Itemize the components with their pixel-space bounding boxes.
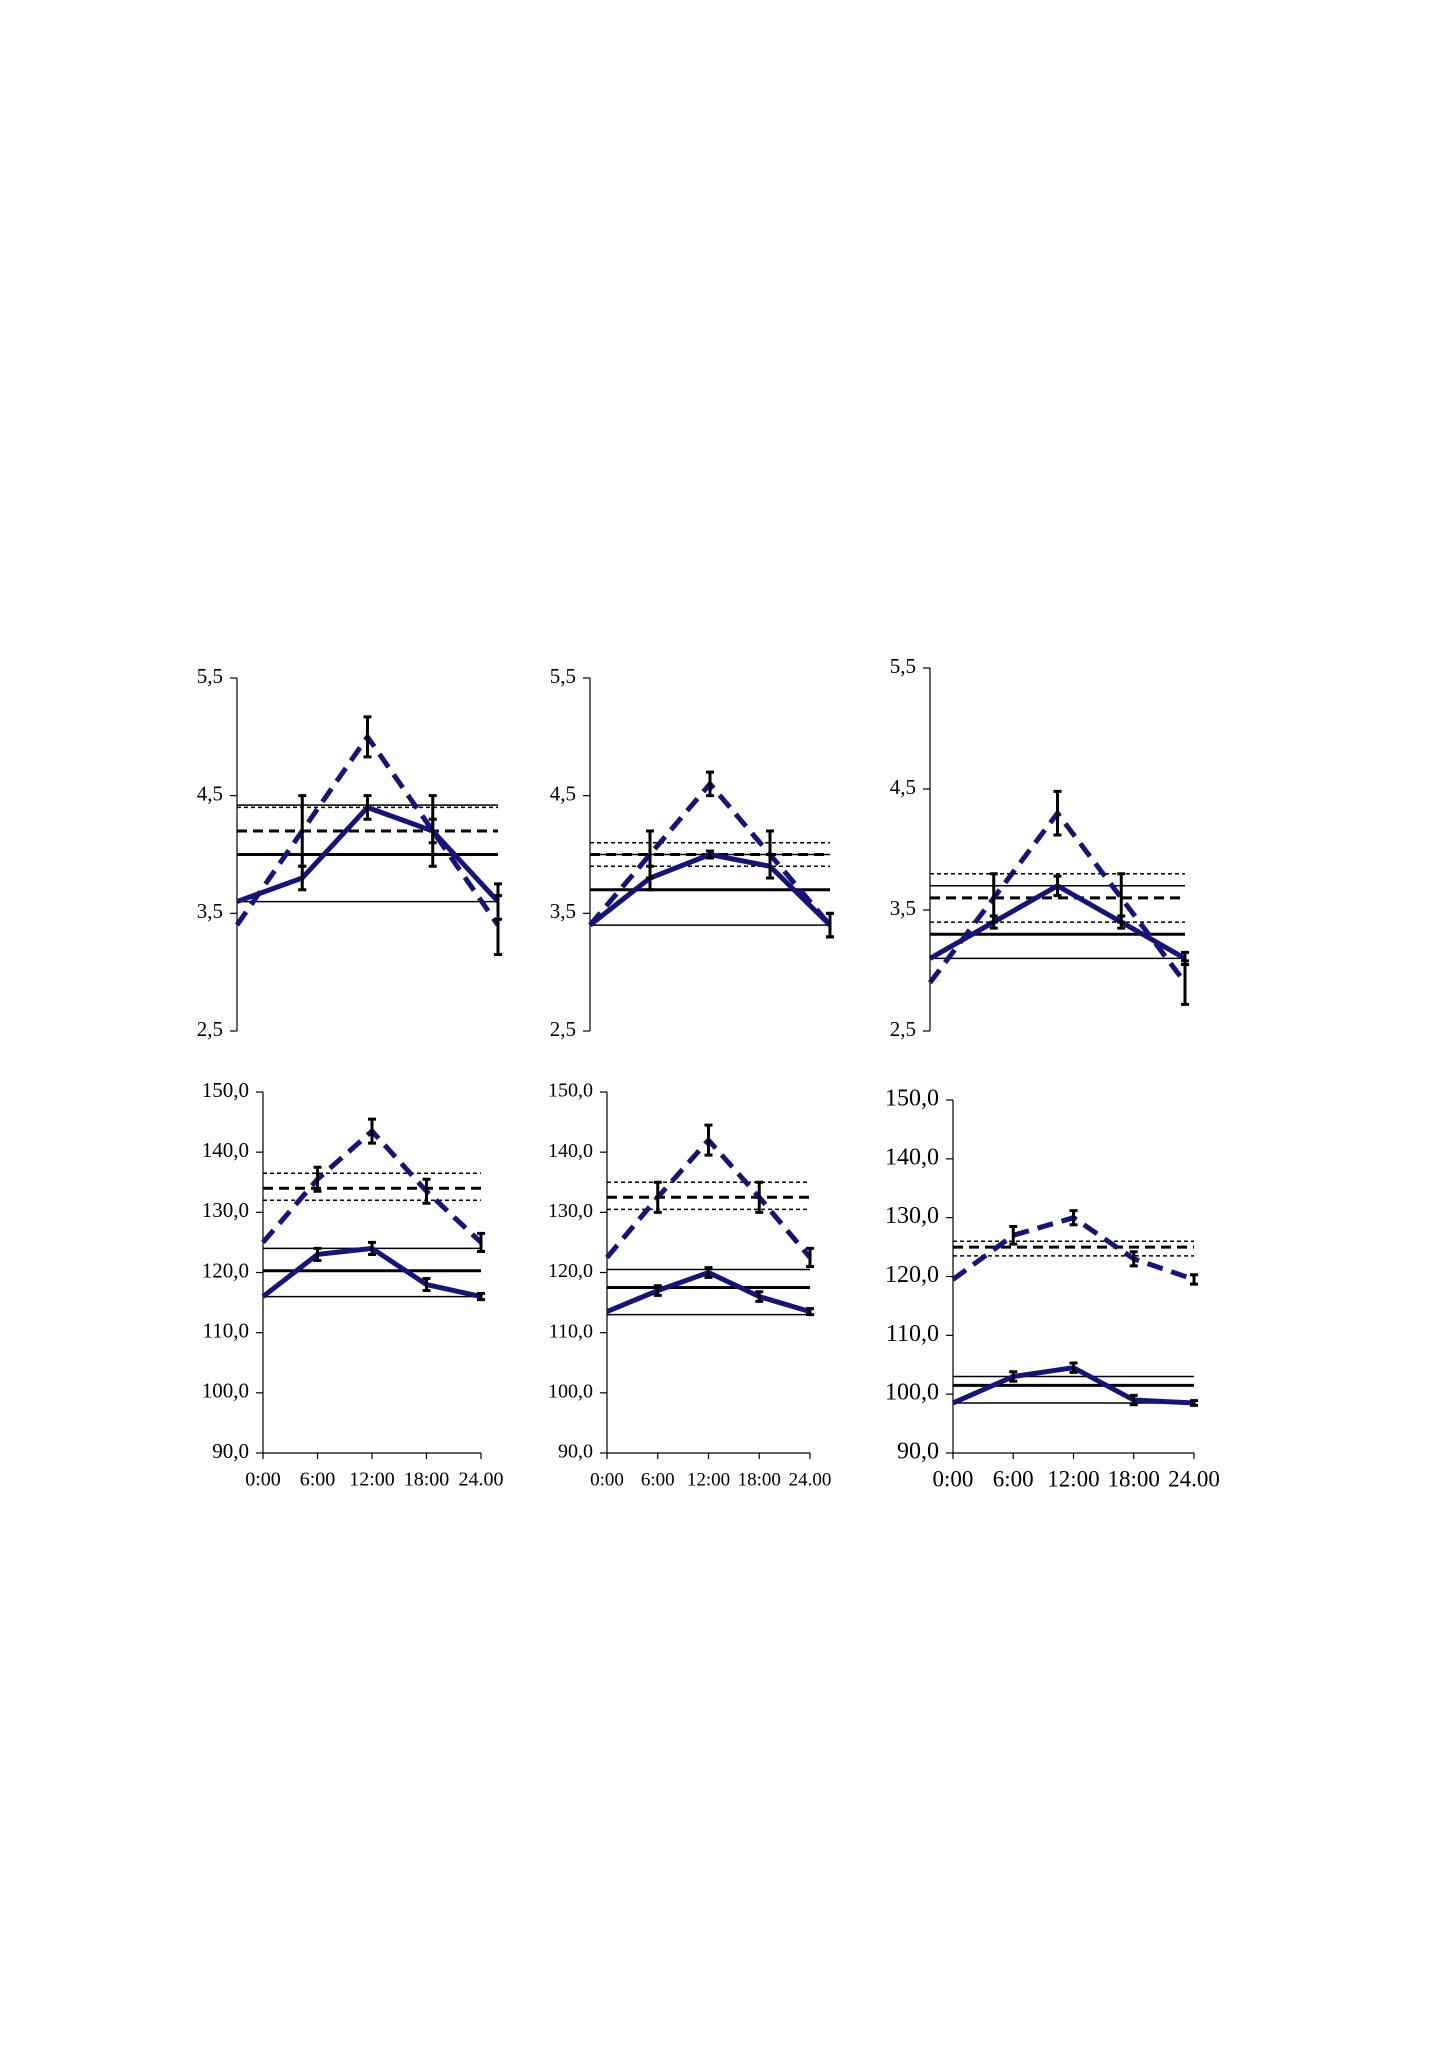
error-bar bbox=[755, 1290, 764, 1303]
y-tick-label: 130,0 bbox=[202, 1198, 249, 1222]
error-bar bbox=[1069, 1209, 1078, 1227]
y-tick-label: 90,0 bbox=[558, 1441, 593, 1463]
error-bar bbox=[368, 1117, 376, 1145]
y-tick-label: 150,0 bbox=[548, 1080, 593, 1102]
y-tick-label: 140,0 bbox=[548, 1140, 593, 1162]
y-tick-label: 150,0 bbox=[202, 1078, 249, 1102]
y-tick-label: 2,5 bbox=[890, 1017, 916, 1041]
x-tick-label: 6:00 bbox=[641, 1469, 675, 1490]
x-tick-label: 18:00 bbox=[738, 1469, 781, 1490]
y-tick-label: 140,0 bbox=[885, 1144, 939, 1170]
y-tick-label: 130,0 bbox=[548, 1200, 593, 1222]
x-tick-label: 12:00 bbox=[687, 1469, 730, 1490]
y-tick-label: 4,5 bbox=[550, 781, 576, 805]
error-bar bbox=[1190, 1273, 1198, 1286]
error-bar bbox=[363, 715, 372, 759]
error-bar bbox=[422, 1277, 431, 1293]
error-bar bbox=[989, 914, 998, 930]
y-tick-label: 2,5 bbox=[550, 1017, 576, 1041]
y-tick-label: 4,5 bbox=[890, 775, 916, 799]
error-bar bbox=[1009, 1224, 1018, 1246]
error-bar bbox=[1129, 1393, 1138, 1407]
y-tick-label: 110,0 bbox=[549, 1320, 593, 1342]
error-bar bbox=[653, 1180, 662, 1214]
series-line bbox=[605, 1136, 812, 1260]
error-bar bbox=[704, 1123, 713, 1157]
y-tick-label: 2,5 bbox=[197, 1017, 223, 1041]
error-bar bbox=[826, 911, 834, 939]
y-tick-label: 3,5 bbox=[197, 899, 223, 923]
y-tick-label: 100,0 bbox=[885, 1380, 939, 1406]
x-tick-label: 18:00 bbox=[1108, 1466, 1160, 1491]
error-bar bbox=[806, 1246, 814, 1268]
error-bar bbox=[1190, 1399, 1198, 1407]
error-bar bbox=[1181, 950, 1189, 966]
y-tick-label: 120,0 bbox=[548, 1260, 593, 1282]
x-tick-label: 12:00 bbox=[349, 1469, 395, 1491]
error-bar bbox=[1069, 1361, 1078, 1374]
error-bar bbox=[653, 1284, 662, 1297]
y-tick-label: 90,0 bbox=[897, 1439, 939, 1465]
error-bar bbox=[1009, 1370, 1018, 1383]
x-tick-label: 18:00 bbox=[404, 1469, 450, 1491]
error-bar bbox=[422, 1177, 431, 1205]
x-tick-label: 6:00 bbox=[993, 1466, 1034, 1491]
x-tick-label: 0:00 bbox=[590, 1469, 624, 1490]
x-tick-label: 24.00 bbox=[459, 1469, 504, 1491]
x-tick-label: 6:00 bbox=[300, 1469, 336, 1491]
error-bar bbox=[368, 1240, 376, 1256]
error-bar bbox=[477, 1231, 485, 1253]
error-bar bbox=[704, 1266, 713, 1279]
y-tick-label: 150,0 bbox=[885, 1086, 939, 1112]
y-tick-label: 100,0 bbox=[202, 1379, 249, 1403]
error-bar bbox=[1129, 1250, 1138, 1268]
y-tick-label: 3,5 bbox=[890, 896, 916, 920]
error-bar bbox=[298, 864, 307, 892]
x-tick-label: 12:00 bbox=[1047, 1466, 1099, 1491]
error-bar bbox=[428, 817, 437, 845]
y-tick-label: 120,0 bbox=[202, 1258, 249, 1282]
error-bar bbox=[755, 1180, 764, 1214]
error-bar bbox=[1053, 874, 1062, 897]
series-line bbox=[261, 1127, 483, 1245]
y-tick-label: 5,5 bbox=[890, 654, 916, 678]
error-bar bbox=[477, 1292, 485, 1302]
y-tick-label: 120,0 bbox=[885, 1262, 939, 1288]
y-tick-label: 90,0 bbox=[212, 1439, 249, 1463]
error-bar bbox=[766, 853, 774, 880]
y-tick-label: 3,5 bbox=[550, 899, 576, 923]
error-bar bbox=[706, 849, 714, 860]
x-tick-label: 0:00 bbox=[933, 1466, 974, 1491]
y-tick-label: 140,0 bbox=[202, 1138, 249, 1162]
error-bar bbox=[313, 1246, 322, 1262]
y-tick-label: 110,0 bbox=[203, 1318, 249, 1342]
y-tick-label: 130,0 bbox=[885, 1203, 939, 1229]
error-bar bbox=[1053, 789, 1062, 837]
y-tick-label: 4,5 bbox=[197, 781, 223, 805]
x-tick-label: 24.00 bbox=[1168, 1466, 1220, 1491]
error-bar bbox=[1117, 914, 1126, 930]
x-tick-label: 0:00 bbox=[245, 1469, 281, 1491]
y-tick-label: 5,5 bbox=[550, 664, 576, 688]
y-tick-label: 5,5 bbox=[197, 664, 223, 688]
error-bar bbox=[313, 1165, 322, 1193]
error-bar bbox=[494, 882, 502, 921]
error-bar bbox=[363, 794, 372, 821]
y-tick-label: 110,0 bbox=[886, 1321, 939, 1347]
error-bar bbox=[646, 864, 654, 892]
error-bar bbox=[706, 770, 714, 798]
error-bar bbox=[806, 1307, 814, 1317]
x-tick-label: 24.00 bbox=[789, 1469, 832, 1490]
y-tick-label: 100,0 bbox=[548, 1380, 593, 1402]
error-bar bbox=[1181, 959, 1189, 1006]
